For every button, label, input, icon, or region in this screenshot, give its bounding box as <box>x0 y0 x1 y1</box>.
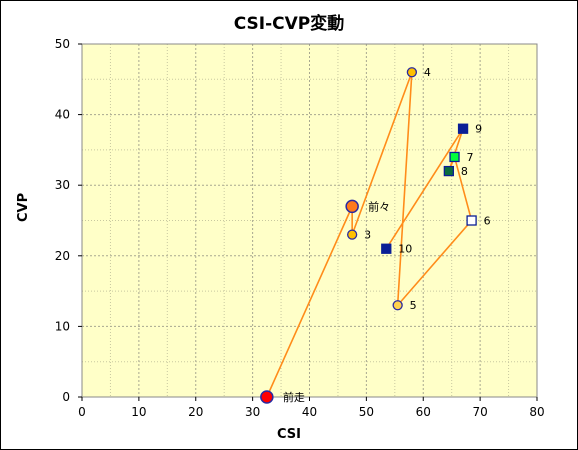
x-tick-label: 20 <box>188 405 203 419</box>
chart-title: CSI-CVP変動 <box>233 14 345 34</box>
data-point <box>345 199 359 214</box>
data-label: 前走 <box>283 390 305 404</box>
x-tick-label: 30 <box>245 405 260 419</box>
data-label: 9 <box>475 123 482 136</box>
data-label: 5 <box>410 299 417 312</box>
data-label: 6 <box>484 215 491 228</box>
x-axis-title: CSI <box>277 427 301 442</box>
x-tick-label: 50 <box>359 405 374 419</box>
y-tick-label: 10 <box>55 319 70 333</box>
data-point <box>449 151 460 163</box>
data-point <box>406 67 418 78</box>
x-tick-label: 10 <box>131 405 146 419</box>
data-point <box>457 123 469 134</box>
x-tick-label: 40 <box>302 405 317 419</box>
data-label: 前々 <box>368 199 390 213</box>
x-tick-label: 0 <box>78 405 86 419</box>
y-tick-label: 30 <box>55 178 70 192</box>
data-point <box>260 390 274 404</box>
data-label: 7 <box>467 151 474 164</box>
x-tick-label: 60 <box>416 405 431 419</box>
x-tick-label: 70 <box>472 405 487 419</box>
data-label: 8 <box>461 165 468 178</box>
x-tick-label: 80 <box>529 405 544 419</box>
data-point <box>466 215 477 226</box>
y-tick-label: 0 <box>62 390 70 404</box>
data-point <box>392 300 403 311</box>
y-tick-label: 40 <box>55 108 70 122</box>
y-tick-label: 20 <box>55 249 70 263</box>
data-label: 10 <box>398 243 412 256</box>
series-line <box>266 71 473 398</box>
data-point <box>381 243 392 254</box>
data-label: 3 <box>364 229 371 242</box>
y-tick-label: 50 <box>55 37 70 51</box>
data-point <box>443 165 454 177</box>
data-point <box>347 229 358 240</box>
data-label: 4 <box>424 66 431 79</box>
